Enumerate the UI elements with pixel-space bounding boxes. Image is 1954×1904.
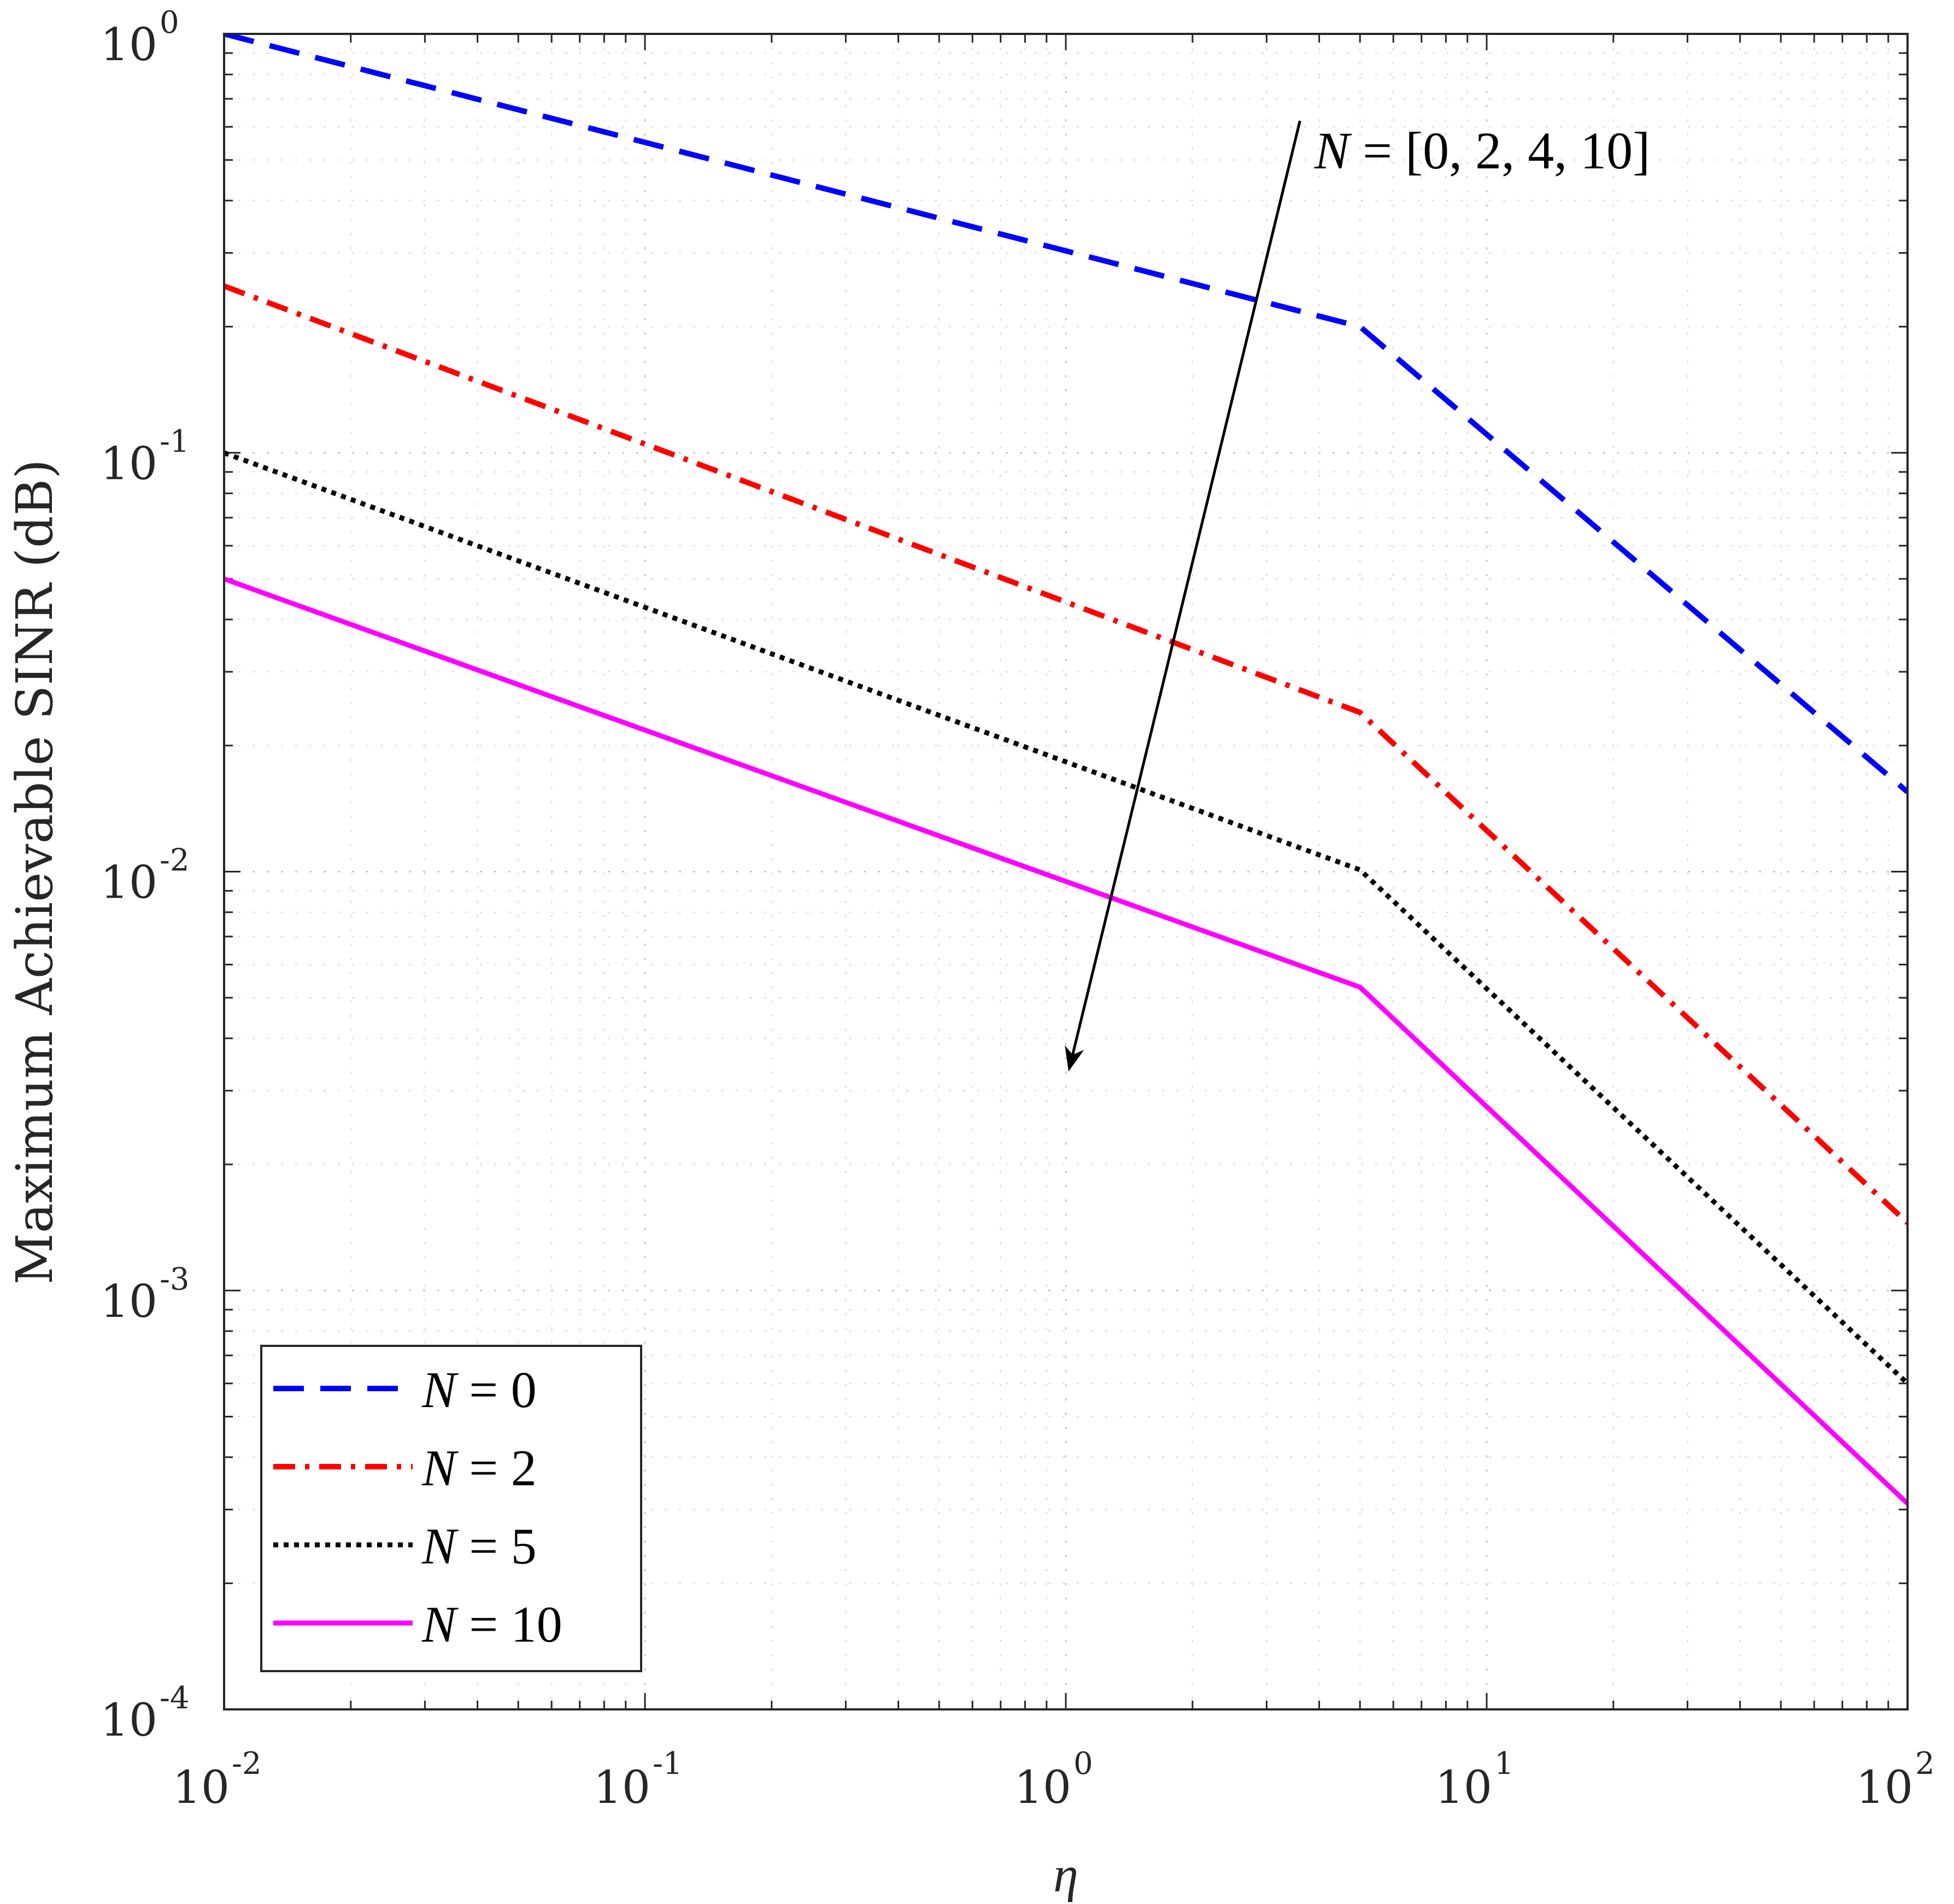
legend-label: N = 0 [421, 1362, 537, 1419]
legend-item: N = 2 [273, 1440, 537, 1497]
x-tick-base: 10 [1014, 1762, 1071, 1814]
x-tick-base: 10 [1856, 1762, 1913, 1814]
x-tick-base: 10 [1435, 1762, 1492, 1814]
legend-box [260, 1345, 642, 1672]
y-tick-exponent: -4 [160, 1680, 190, 1716]
series-lines [224, 34, 1908, 1505]
series-line [224, 576, 1908, 1505]
x-tick-label: 10 -2 [173, 1746, 262, 1814]
y-tick-label: 10 -1 [101, 424, 190, 490]
series-line [224, 283, 1908, 1225]
x-tick-base: 10 [173, 1762, 230, 1814]
y-tick-exponent: -3 [160, 1262, 190, 1297]
y-tick-base: 10 [101, 19, 157, 71]
x-tick-label: 10 0 [1014, 1746, 1093, 1814]
y-tick-label: 10 -3 [101, 1262, 190, 1328]
annotation-arrow [1065, 120, 1301, 1072]
y-tick-label: 10 0 [101, 5, 179, 71]
y-tick-exponent: -1 [160, 424, 190, 459]
y-tick-label: 10 -2 [101, 843, 190, 909]
y-tick-base: 10 [101, 1695, 157, 1747]
legend-label: N = 5 [421, 1518, 537, 1575]
y-tick-base: 10 [101, 1276, 157, 1328]
y-tick-exponent: -2 [160, 843, 190, 878]
y-tick-base: 10 [101, 857, 157, 909]
annotation: N = [0, 2, 4, 10] [1065, 120, 1650, 1072]
x-tick-label: 10 -1 [594, 1746, 683, 1814]
y-axis-title: Maximum Achievable SINR (dB) [5, 459, 64, 1285]
x-tick-exponent: 1 [1494, 1746, 1514, 1782]
x-tick-exponent: -2 [232, 1746, 262, 1782]
y-tick-base: 10 [101, 438, 157, 490]
x-tick-exponent: -1 [653, 1746, 683, 1782]
legend-label: N = 2 [421, 1440, 537, 1497]
legend: N = 0 N = 2 N = 5 N = 10 [260, 1345, 642, 1672]
x-tick-label: 10 1 [1435, 1746, 1514, 1814]
legend-item: N = 5 [273, 1518, 537, 1575]
x-axis-title: η [1053, 1847, 1078, 1902]
x-tick-base: 10 [594, 1762, 650, 1814]
legend-label: N = 10 [421, 1596, 562, 1653]
x-tick-exponent: 2 [1915, 1746, 1935, 1782]
y-tick-exponent: 0 [160, 5, 179, 40]
y-tick-label: 10 -4 [101, 1680, 190, 1747]
tick-labels: 10 -2 10 -1 10 0 10 1 10 210 010 -110 -210 -310 -4 [101, 5, 1935, 1814]
legend-item: N = 0 [273, 1362, 537, 1419]
plot-frame [223, 33, 1909, 1710]
x-tick-label: 10 2 [1856, 1746, 1935, 1814]
series-line [224, 34, 1908, 794]
annotation-text: N = [0, 2, 4, 10] [1314, 121, 1650, 180]
legend-item: N = 10 [273, 1596, 562, 1653]
x-tick-exponent: 0 [1073, 1746, 1093, 1782]
